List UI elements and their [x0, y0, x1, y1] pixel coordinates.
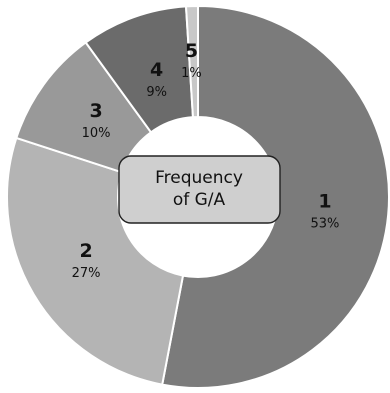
slice-label-3: 3 [89, 100, 102, 122]
slice-percent-4: 9% [146, 85, 167, 100]
center-label-line-1: Frequency [155, 168, 243, 188]
slice-percent-5: 1% [181, 66, 202, 81]
center-label-line-2: of G/A [173, 190, 226, 210]
slice-label-4: 4 [150, 59, 163, 81]
slice-label-5: 5 [185, 40, 198, 62]
slices-layer [6, 4, 390, 389]
labels-layer: 1 53% 2 27% 3 10% 4 9% 5 1% [72, 40, 340, 281]
slice-percent-3: 10% [82, 126, 111, 141]
slice-percent-1: 53% [310, 216, 339, 231]
slice-label-1: 1 [318, 190, 331, 212]
slice-percent-2: 27% [72, 266, 101, 281]
slice-2 [6, 136, 185, 386]
slice-label-2: 2 [79, 240, 92, 262]
center-label: Frequency of G/A [118, 155, 281, 224]
slice-5 [184, 4, 199, 119]
center-label-box [118, 155, 281, 224]
